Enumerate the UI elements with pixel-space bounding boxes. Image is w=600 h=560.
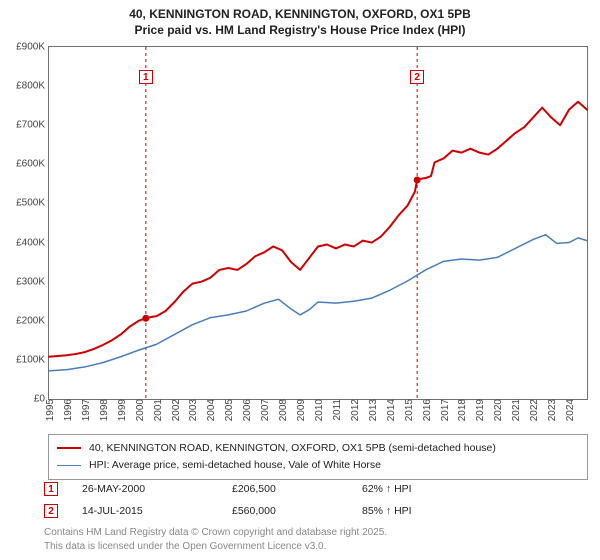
sale-vs-hpi: 85% ↑ HPI (362, 505, 492, 517)
sale-price: £560,000 (232, 505, 362, 517)
x-tick-label: 2021 (511, 399, 522, 421)
chart-title: 40, KENNINGTON ROAD, KENNINGTON, OXFORD,… (0, 0, 600, 38)
x-tick-label: 2004 (206, 399, 217, 421)
x-tick-label: 1999 (117, 399, 128, 421)
sale-marker-1: 1 (44, 482, 58, 496)
sale-price: £206,500 (232, 483, 362, 495)
attribution-line-2: This data is licensed under the Open Gov… (44, 541, 326, 552)
chart-sale-marker: 2 (410, 70, 424, 84)
y-tick-label: £200K (16, 315, 49, 326)
x-tick-label: 2014 (386, 399, 397, 421)
x-tick-label: 1997 (81, 399, 92, 421)
legend: 40, KENNINGTON ROAD, KENNINGTON, OXFORD,… (48, 434, 588, 480)
sales-table: 1 26-MAY-2000 £206,500 62% ↑ HPI 2 14-JU… (44, 478, 492, 522)
title-line-2: Price paid vs. HM Land Registry's House … (135, 23, 466, 37)
sale-vs-hpi: 62% ↑ HPI (362, 483, 492, 495)
x-tick-label: 2016 (422, 399, 433, 421)
plot-area: £0£100K£200K£300K£400K£500K£600K£700K£80… (48, 46, 588, 400)
attribution: Contains HM Land Registry data © Crown c… (44, 526, 387, 553)
legend-label-hpi: HPI: Average price, semi-detached house,… (89, 457, 381, 474)
x-tick-label: 2008 (278, 399, 289, 421)
x-tick-label: 2002 (171, 399, 182, 421)
legend-item-property: 40, KENNINGTON ROAD, KENNINGTON, OXFORD,… (57, 440, 579, 457)
y-tick-label: £800K (16, 81, 49, 92)
x-tick-label: 2013 (368, 399, 379, 421)
x-tick-label: 2015 (404, 399, 415, 421)
x-tick-label: 2023 (547, 399, 558, 421)
x-tick-label: 2011 (332, 399, 343, 421)
chart-svg (49, 47, 587, 399)
legend-swatch-hpi (57, 465, 81, 466)
y-tick-label: £900K (16, 42, 49, 53)
x-tick-label: 2000 (135, 399, 146, 421)
x-tick-label: 2007 (260, 399, 271, 421)
y-tick-label: £600K (16, 159, 49, 170)
y-tick-label: £700K (16, 120, 49, 131)
legend-swatch-property (57, 447, 81, 449)
y-tick-label: £100K (16, 354, 49, 365)
x-tick-label: 2024 (565, 399, 576, 421)
attribution-line-1: Contains HM Land Registry data © Crown c… (44, 527, 387, 538)
sale-marker-2: 2 (44, 504, 58, 518)
x-tick-label: 2012 (350, 399, 361, 421)
legend-item-hpi: HPI: Average price, semi-detached house,… (57, 457, 579, 474)
x-tick-label: 2018 (457, 399, 468, 421)
legend-label-property: 40, KENNINGTON ROAD, KENNINGTON, OXFORD,… (89, 440, 496, 457)
sale-date: 26-MAY-2000 (58, 483, 232, 495)
x-tick-label: 2005 (224, 399, 235, 421)
table-row: 2 14-JUL-2015 £560,000 85% ↑ HPI (44, 500, 492, 522)
x-tick-label: 1998 (99, 399, 110, 421)
x-tick-label: 2001 (153, 399, 164, 421)
x-tick-label: 2006 (242, 399, 253, 421)
chart-sale-marker: 1 (139, 70, 153, 84)
y-tick-label: £300K (16, 276, 49, 287)
table-row: 1 26-MAY-2000 £206,500 62% ↑ HPI (44, 478, 492, 500)
x-tick-label: 2020 (493, 399, 504, 421)
x-tick-label: 2003 (188, 399, 199, 421)
x-tick-label: 2022 (529, 399, 540, 421)
sale-date: 14-JUL-2015 (58, 505, 232, 517)
x-tick-label: 1995 (45, 399, 56, 421)
title-line-1: 40, KENNINGTON ROAD, KENNINGTON, OXFORD,… (129, 7, 471, 21)
y-tick-label: £400K (16, 237, 49, 248)
x-tick-label: 1996 (63, 399, 74, 421)
x-tick-label: 2009 (296, 399, 307, 421)
x-tick-label: 2010 (314, 399, 325, 421)
chart-container: 40, KENNINGTON ROAD, KENNINGTON, OXFORD,… (0, 0, 600, 560)
x-tick-label: 2017 (440, 399, 451, 421)
x-tick-label: 2019 (475, 399, 486, 421)
y-tick-label: £500K (16, 198, 49, 209)
